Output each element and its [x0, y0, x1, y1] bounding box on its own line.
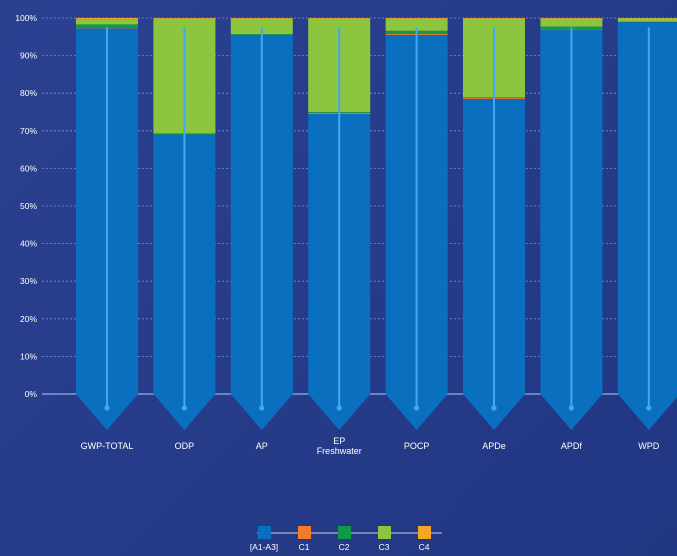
- y-tick-label: 90%: [20, 51, 37, 61]
- bar-group: [308, 18, 371, 430]
- x-category-label: ODP: [175, 441, 195, 451]
- legend-swatch: [338, 526, 351, 539]
- bar-segment: [617, 18, 677, 22]
- bar-group: [230, 18, 293, 430]
- bar-segment: [385, 18, 448, 19]
- legend-label: C4: [419, 542, 430, 552]
- legend-swatch: [418, 526, 431, 539]
- y-tick-label: 0%: [25, 389, 38, 399]
- bar-segment: [385, 18, 448, 31]
- legend: [A1-A3] C1 C2 C3 C4: [250, 526, 442, 552]
- legend-label: C1: [299, 542, 310, 552]
- x-category-label: APDf: [561, 441, 583, 451]
- y-tick-label: 80%: [20, 88, 37, 98]
- bar-group: [385, 18, 448, 430]
- y-tick-label: 20%: [20, 314, 37, 324]
- bar-center-dot: [259, 405, 265, 411]
- x-category-label: EP: [333, 436, 345, 446]
- bar-group: [540, 18, 603, 430]
- y-tick-label: 30%: [20, 276, 37, 286]
- bar-segment: [153, 18, 216, 19]
- bar-segment: [617, 22, 677, 395]
- y-tick-label: 70%: [20, 126, 37, 136]
- x-category-label: APDe: [482, 441, 506, 451]
- legend-label: [A1-A3]: [250, 542, 278, 552]
- bar-center-dot: [646, 405, 652, 411]
- x-category-label: WPD: [638, 441, 659, 451]
- x-category-label: POCP: [404, 441, 430, 451]
- bar-segment: [76, 19, 138, 25]
- bar-tip: [153, 394, 216, 430]
- bar-center-dot: [414, 405, 420, 411]
- bar-segment: [230, 18, 293, 35]
- bar-segment: [76, 24, 138, 29]
- bar-group: [153, 18, 216, 430]
- legend-swatch: [378, 526, 391, 539]
- legend-swatch: [258, 526, 271, 539]
- bar-segment: [540, 18, 603, 27]
- y-tick-label: 10%: [20, 351, 37, 361]
- bar-center-dot: [491, 405, 497, 411]
- bar-center-dot: [104, 405, 110, 411]
- bar-segment: [76, 18, 138, 20]
- bar-tip: [463, 394, 525, 430]
- bar-segment: [463, 18, 525, 19]
- y-tick-label: 100%: [15, 13, 37, 23]
- bar-tip: [308, 394, 371, 430]
- bar-group: [76, 18, 138, 430]
- y-tick-label: 40%: [20, 239, 37, 249]
- x-category-label: Freshwater: [317, 446, 362, 456]
- bar-tip: [617, 394, 677, 430]
- bar-tip: [230, 394, 293, 430]
- bar-segment: [230, 18, 293, 19]
- legend-label: C3: [379, 542, 390, 552]
- x-category-label: GWP-TOTAL: [81, 441, 134, 451]
- bar-tip: [540, 394, 603, 430]
- y-axis-ticks: 0% 10% 20% 30% 40% 50% 60% 70% 80% 90% 100%: [15, 13, 37, 399]
- bar-tip: [76, 394, 138, 430]
- bar-group: [617, 18, 677, 430]
- bar-segment: [540, 18, 603, 19]
- bar-tip: [385, 394, 448, 430]
- legend-label: C2: [339, 542, 350, 552]
- y-tick-label: 50%: [20, 201, 37, 211]
- x-category-label: AP: [256, 441, 268, 451]
- bar-group: [463, 18, 525, 430]
- bar-center-dot: [181, 405, 187, 411]
- bars: [76, 18, 677, 430]
- legend-swatch: [298, 526, 311, 539]
- y-tick-label: 60%: [20, 163, 37, 173]
- bar-center-dot: [568, 405, 575, 411]
- bar-center-dot: [336, 405, 342, 411]
- bar-segment: [308, 18, 371, 19]
